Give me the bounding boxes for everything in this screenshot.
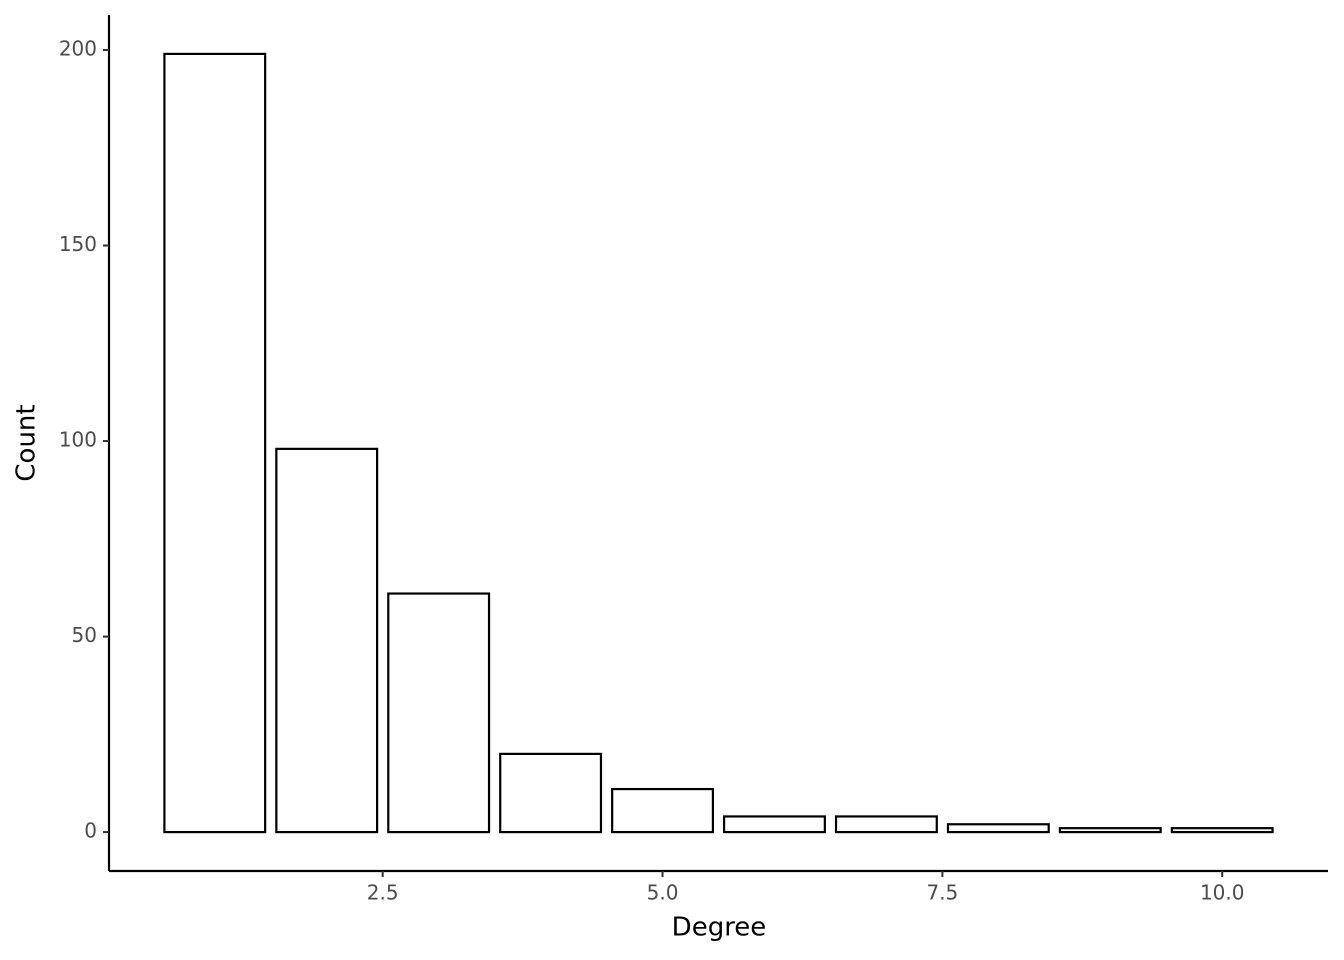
bar <box>1170 827 1274 834</box>
y-tick-label: 200 <box>59 36 97 60</box>
bar <box>834 815 938 834</box>
bar <box>275 447 379 834</box>
x-axis-title: Degree <box>672 913 767 943</box>
bar <box>1058 827 1162 834</box>
y-axis-title: Count <box>12 404 42 481</box>
x-tick-label: 10.0 <box>1200 881 1245 905</box>
y-tick-label: 100 <box>59 428 97 452</box>
x-tick-label: 5.0 <box>647 881 679 905</box>
y-tick-label: 150 <box>59 232 97 256</box>
bar <box>499 752 603 834</box>
bar <box>946 823 1050 834</box>
x-tick-label: 7.5 <box>926 881 958 905</box>
bar <box>387 592 491 834</box>
x-tick-label: 2.5 <box>367 881 399 905</box>
bar <box>163 52 267 834</box>
y-tick-label: 0 <box>84 819 97 843</box>
y-tick-label: 50 <box>72 623 97 647</box>
bar <box>611 787 715 834</box>
bar <box>722 815 826 834</box>
